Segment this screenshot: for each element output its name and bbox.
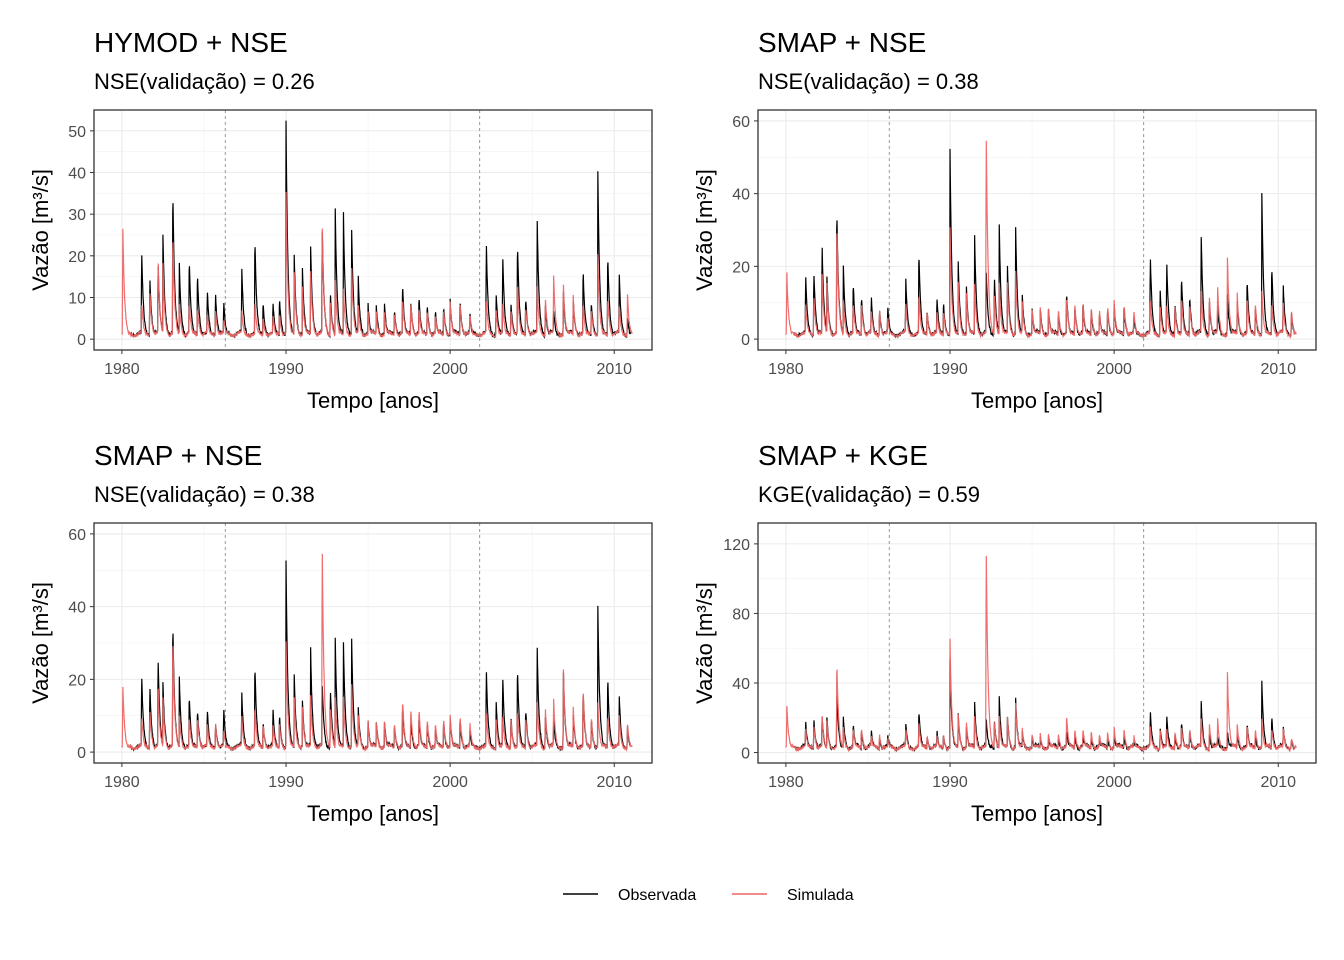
- y-tick-label: 20: [68, 672, 86, 689]
- legend-label-observada: Observada: [618, 887, 696, 904]
- series-line-simulada: [785, 555, 1297, 753]
- x-tick-label: 2000: [1096, 361, 1132, 378]
- y-axis-label: Vazão [m³/s]: [28, 582, 53, 704]
- y-tick-label: 0: [741, 746, 750, 763]
- y-tick-label: 0: [741, 332, 750, 349]
- x-tick-label: 1980: [104, 361, 140, 378]
- grid: [758, 110, 1316, 350]
- y-axis-label: Vazão [m³/s]: [692, 582, 717, 704]
- x-tick-label: 1990: [268, 774, 304, 791]
- chart-panel-1: HYMOD + NSE NSE(validação) = 0.26 0 10 20 30 4…: [28, 27, 653, 413]
- grid: [94, 110, 652, 350]
- x-tick-label: 2010: [1260, 361, 1296, 378]
- x-axis-label: Tempo [anos]: [307, 801, 439, 826]
- y-axis-label: Vazão [m³/s]: [692, 169, 717, 291]
- series-line-simulada: [121, 192, 633, 339]
- panel-border: [93, 522, 653, 764]
- panel-subtitle: NSE(validação) = 0.38: [758, 69, 979, 94]
- panel-subtitle: NSE(validação) = 0.38: [94, 482, 315, 507]
- y-axis-label: Vazão [m³/s]: [28, 169, 53, 291]
- x-axis-label: Tempo [anos]: [971, 388, 1103, 413]
- y-tick-label: 120: [723, 537, 750, 554]
- y-tick-label: 30: [68, 207, 86, 224]
- x-tick-label: 2000: [432, 361, 468, 378]
- series-line-simulada: [785, 140, 1297, 340]
- chart-panel-3: SMAP + NSE NSE(validação) = 0.38 0 20 40 60 19…: [28, 440, 653, 826]
- y-tick-label: 0: [77, 745, 86, 762]
- panel-title: SMAP + KGE: [758, 440, 928, 471]
- series-line-observada: [793, 148, 1296, 339]
- y-tick-label: 40: [68, 600, 86, 617]
- chart-panel-2: SMAP + NSE NSE(validação) = 0.38 0 20 40 60 19…: [692, 27, 1317, 413]
- legend-label-simulada: Simulada: [787, 887, 854, 904]
- y-tick-label: 60: [68, 527, 86, 544]
- x-axis-label: Tempo [anos]: [307, 388, 439, 413]
- panel-border: [757, 522, 1317, 764]
- panel-border: [93, 109, 653, 351]
- x-tick-label: 1980: [104, 774, 140, 791]
- chart-panel-4: SMAP + KGE KGE(validação) = 0.59 0 40 80 120 1…: [692, 440, 1317, 826]
- grid: [94, 523, 652, 763]
- x-tick-label: 2000: [432, 774, 468, 791]
- y-tick-label: 10: [68, 291, 86, 308]
- x-tick-label: 2010: [596, 361, 632, 378]
- y-tick-label: 20: [732, 259, 750, 276]
- x-tick-label: 2010: [596, 774, 632, 791]
- series-line-observada: [129, 120, 632, 340]
- y-tick-label: 0: [77, 332, 86, 349]
- y-tick-label: 40: [68, 166, 86, 183]
- x-tick-label: 1990: [932, 774, 968, 791]
- series-line-simulada: [121, 553, 633, 753]
- y-tick-label: 20: [68, 249, 86, 266]
- x-tick-label: 1980: [768, 774, 804, 791]
- x-tick-label: 1990: [268, 361, 304, 378]
- y-tick-label: 40: [732, 676, 750, 693]
- panel-title: HYMOD + NSE: [94, 27, 288, 58]
- y-tick-label: 50: [68, 124, 86, 141]
- x-tick-label: 2010: [1260, 774, 1296, 791]
- x-tick-label: 1990: [932, 361, 968, 378]
- panel-title: SMAP + NSE: [758, 27, 926, 58]
- legend: Observada Simulada: [563, 887, 854, 904]
- y-tick-label: 60: [732, 114, 750, 131]
- grid: [758, 523, 1316, 763]
- panel-border: [757, 109, 1317, 351]
- panel-subtitle: KGE(validação) = 0.59: [758, 482, 980, 507]
- series-line-observada: [129, 560, 632, 752]
- y-tick-label: 40: [732, 187, 750, 204]
- x-tick-label: 2000: [1096, 774, 1132, 791]
- y-tick-label: 80: [732, 606, 750, 623]
- x-axis-label: Tempo [anos]: [971, 801, 1103, 826]
- panel-subtitle: NSE(validação) = 0.26: [94, 69, 315, 94]
- panel-title: SMAP + NSE: [94, 440, 262, 471]
- x-tick-label: 1980: [768, 361, 804, 378]
